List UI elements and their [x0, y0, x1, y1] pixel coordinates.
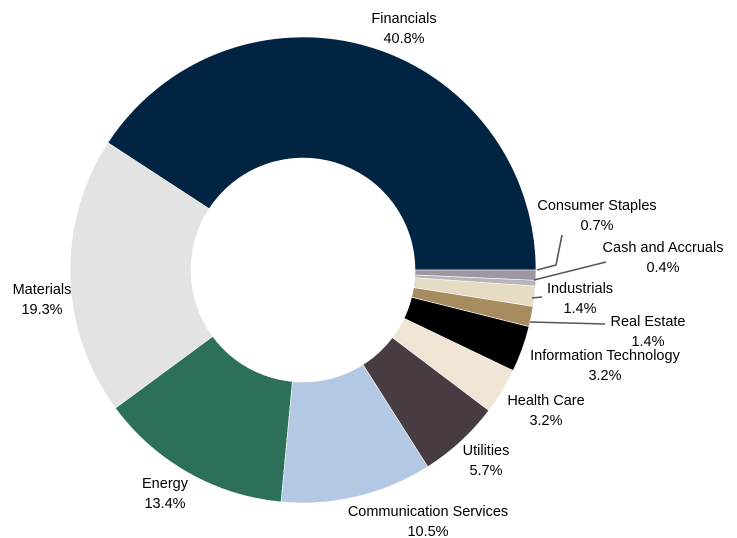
label-information-technology: Information Technology	[530, 348, 680, 364]
value-label-cash-and-accruals: 0.4%	[646, 260, 679, 276]
value-label-health-care: 3.2%	[529, 413, 562, 429]
value-label-energy: 13.4%	[144, 496, 185, 512]
donut-slices	[69, 36, 537, 504]
value-label-consumer-staples: 0.7%	[580, 218, 613, 234]
value-label-communication-services: 10.5%	[407, 524, 448, 538]
slice-labels: Financials 40.8% Materials 19.3% Energy 13.4%…	[13, 11, 724, 538]
leader-line-cash-and-accruals	[533, 261, 607, 281]
value-label-materials: 19.3%	[21, 302, 62, 318]
value-label-financials: 40.8%	[383, 31, 424, 47]
label-health-care: Health Care	[507, 393, 584, 409]
label-cash-and-accruals: Cash and Accruals	[603, 240, 724, 256]
label-communication-services: Communication Services	[348, 504, 508, 520]
leader-line-industrials	[531, 296, 543, 299]
leader-lines	[529, 234, 607, 325]
slice-energy	[114, 335, 293, 503]
value-label-industrials: 1.4%	[563, 301, 596, 317]
label-real-estate: Real Estate	[611, 314, 686, 330]
slice-consumer-staples	[414, 269, 537, 281]
value-label-utilities: 5.7%	[469, 463, 502, 479]
value-label-real-estate: 1.4%	[631, 334, 664, 350]
label-utilities: Utilities	[463, 443, 510, 459]
slice-materials	[69, 142, 214, 409]
leader-line-real-estate	[529, 321, 606, 325]
label-energy: Energy	[142, 476, 189, 492]
leader-line-consumer-staples	[536, 234, 563, 271]
value-label-information-technology: 3.2%	[588, 368, 621, 384]
label-industrials: Industrials	[547, 281, 613, 297]
label-financials: Financials	[371, 11, 436, 27]
label-materials: Materials	[13, 282, 72, 298]
label-consumer-staples: Consumer Staples	[537, 198, 656, 214]
slice-financials	[107, 36, 537, 271]
